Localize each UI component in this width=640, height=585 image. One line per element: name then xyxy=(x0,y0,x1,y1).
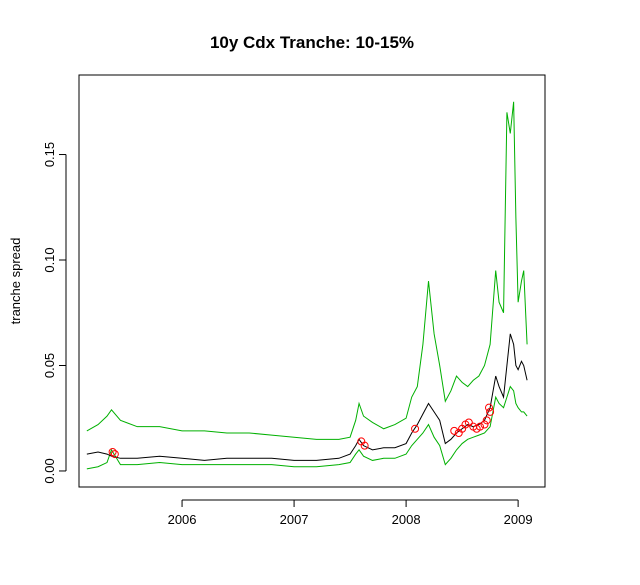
point xyxy=(484,403,493,412)
y-tick-label: 0.15 xyxy=(42,142,57,167)
series-line xyxy=(86,101,528,440)
y-tick-label: 0.05 xyxy=(42,353,57,378)
x-tick-label: 2007 xyxy=(280,512,309,527)
point xyxy=(464,418,473,427)
plot-frame xyxy=(78,74,546,488)
x-tick-label: 2006 xyxy=(168,512,197,527)
series-line xyxy=(86,385,528,470)
chart-title: 10y Cdx Tranche: 10-15% xyxy=(210,33,414,52)
series-line xyxy=(86,333,528,461)
point xyxy=(482,416,491,425)
x-tick-label: 2008 xyxy=(392,512,421,527)
y-tick-label: 0.10 xyxy=(42,247,57,272)
y-axis-label: tranche spread xyxy=(8,238,23,325)
x-tick-label: 2009 xyxy=(504,512,533,527)
point xyxy=(411,424,420,433)
point xyxy=(450,426,459,435)
point xyxy=(108,447,117,456)
point xyxy=(110,450,119,459)
point xyxy=(480,420,489,429)
y-tick-label: 0.00 xyxy=(42,458,57,483)
point xyxy=(486,407,495,416)
point xyxy=(360,441,369,450)
point xyxy=(476,422,485,431)
